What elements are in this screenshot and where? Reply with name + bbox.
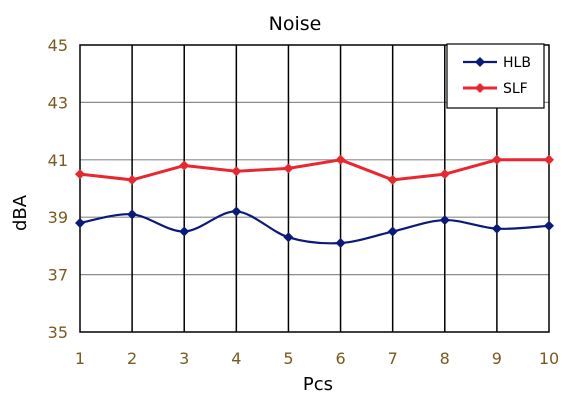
data-point-slf	[439, 169, 450, 180]
x-tick-label: 2	[127, 349, 137, 368]
series-line-hlb	[79, 210, 550, 245]
y-tick-label: 45	[48, 36, 68, 55]
x-tick-label: 7	[388, 349, 398, 368]
plot-frame	[79, 44, 550, 333]
x-tick-label: 3	[179, 349, 189, 368]
chart-title: Noise	[269, 13, 322, 35]
series-layer	[75, 154, 554, 249]
x-tick-label: 4	[231, 349, 241, 368]
x-axis-label: Pcs	[303, 374, 333, 395]
data-point-slf	[179, 160, 190, 171]
y-axis-label: dBA	[10, 194, 31, 231]
y-tick-label: 39	[48, 208, 68, 227]
x-tick-label: 6	[335, 349, 345, 368]
x-tick-label: 1	[75, 349, 85, 368]
data-point-slf	[127, 174, 138, 185]
data-point-slf	[544, 154, 554, 165]
data-point-hlb	[491, 223, 502, 234]
legend-item-hlb: HLB	[463, 55, 531, 71]
x-tick-label: 8	[440, 349, 450, 368]
y-tick-label: 35	[48, 323, 68, 342]
data-point-hlb	[387, 226, 398, 237]
series-line-slf	[79, 158, 549, 182]
data-point-hlb	[179, 226, 190, 237]
legend-marker-slf	[475, 83, 485, 93]
data-point-slf	[335, 154, 346, 165]
x-tick-label: 9	[492, 349, 502, 368]
legend-box	[446, 43, 545, 109]
data-point-slf	[491, 154, 502, 165]
legend-items: HLB SLF	[463, 55, 531, 97]
data-point-hlb	[544, 220, 554, 231]
data-point-slf	[75, 169, 85, 180]
y-tick-labels: 35 37 39 41 43 45	[48, 36, 68, 342]
data-point-slf	[283, 163, 294, 174]
y-tick-label: 43	[48, 93, 68, 112]
data-point-hlb	[231, 206, 242, 217]
legend: HLB SLF	[446, 43, 545, 109]
legend-item-slf: SLF	[463, 81, 528, 97]
y-tick-label: 37	[48, 266, 68, 285]
x-tick-label: 10	[539, 349, 559, 368]
data-point-hlb	[439, 215, 450, 226]
legend-marker-hlb	[475, 57, 485, 67]
x-tick-label: 5	[283, 349, 293, 368]
data-point-slf	[231, 166, 242, 177]
x-tick-labels: 1 2 3 4 5 6 7 8 9 10	[75, 349, 559, 368]
series-slf	[75, 154, 554, 185]
data-point-hlb	[335, 238, 346, 249]
series-hlb	[75, 206, 554, 249]
data-point-hlb	[127, 209, 138, 220]
data-point-hlb	[283, 232, 294, 243]
legend-label-hlb: HLB	[503, 55, 531, 71]
data-point-hlb	[75, 217, 85, 228]
data-point-slf	[387, 174, 398, 185]
y-tick-label: 41	[48, 151, 68, 170]
legend-label-slf: SLF	[503, 81, 528, 97]
